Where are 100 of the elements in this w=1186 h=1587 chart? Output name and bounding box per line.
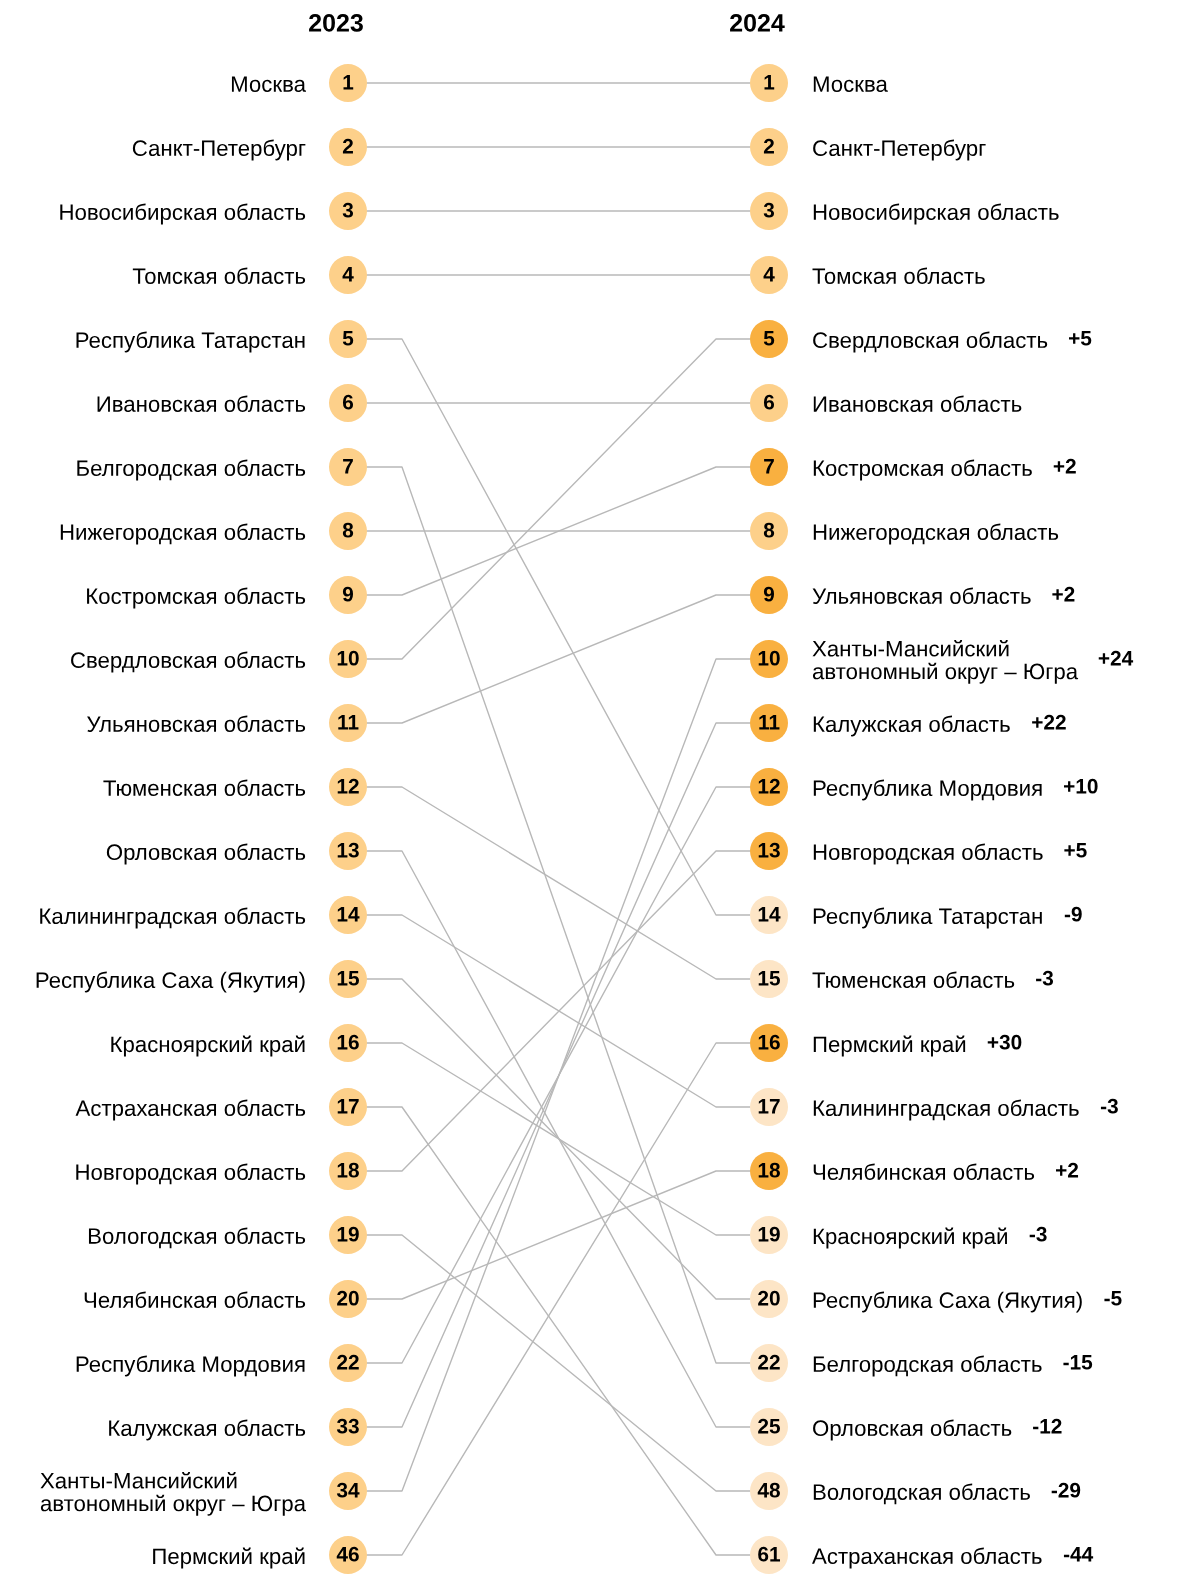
series-label: Белгородская область [77,459,306,481]
data-label: 1 [764,75,775,90]
text: Белгородская область [813,1355,1042,1377]
data-label: 3 [763,202,775,218]
series-label: Челябинская область [84,1291,306,1308]
data-label: 18 [337,1162,359,1178]
text: +22 [1032,714,1066,730]
category-label: 2023 [309,14,363,32]
data-label: 16 [758,1034,780,1050]
data-label: 16 [337,1034,359,1050]
data-label: 17 [758,1099,780,1114]
data-label: 1 [343,75,354,90]
text: Республика Татарстан [813,907,1042,929]
text: Вологодская область [813,1483,1030,1505]
data-label: 2 [342,138,353,154]
text: +10 [1064,778,1098,794]
series-label: Орловская область [106,843,306,865]
data-label: 11 [338,715,359,730]
text: Москва [813,76,888,92]
text: -3 [1100,1098,1118,1114]
data-label: 33 [336,1418,359,1434]
text: Ульяновская область [812,587,1031,604]
text: Тюменская область [812,971,1015,988]
series-label: Нижегородская область [60,523,306,545]
data-label: 12 [337,778,359,794]
text: Красноярский край [813,1227,1007,1249]
series-label: Красноярский край [111,1035,305,1057]
text: +5 [1064,843,1087,858]
data-label: 13 [337,842,359,858]
series-label: Калининградская область [40,907,306,929]
data-label: 9 [342,586,354,602]
text: -5 [1104,1291,1122,1306]
data-label: 10 [758,650,780,666]
series-label: Костромская область [87,587,306,609]
data-label: 14 [337,907,360,922]
series-label: Новгородская область [76,1163,306,1185]
data-label: 7 [764,459,774,474]
data-label: 2 [763,138,774,154]
data-label: 10 [337,650,359,666]
category-label: 2024 [730,14,785,32]
text: Калужская область [813,715,1010,737]
text: -12 [1033,1418,1062,1434]
series-label: Москва [231,76,306,92]
data-label: 48 [757,1482,780,1498]
data-label: 22 [337,1354,359,1370]
data-label: 11 [759,715,780,730]
text: Республика Мордовия [813,779,1042,801]
text: Ивановская область [813,395,1022,412]
data-label: 4 [342,267,354,282]
series-label: Тюменская область [103,779,306,796]
text: Санкт-Петербург [813,139,986,161]
text: Республика Саха (Якутия) [813,1291,1082,1313]
series-label: Новосибирская область [60,203,306,225]
text: -15 [1063,1355,1093,1370]
text: -3 [1029,1226,1047,1242]
data-label: 34 [336,1482,360,1498]
text: Пермский край [813,1035,966,1057]
text: +2 [1052,586,1075,602]
text: Томская область [812,267,985,284]
text: +2 [1053,458,1076,474]
text: Новгородская область [813,843,1043,865]
text: +5 [1069,331,1092,346]
text: Челябинская область [813,1163,1035,1180]
data-label: 8 [763,522,775,538]
data-label: 61 [758,1546,781,1562]
text: +2 [1056,1162,1079,1178]
series-label: Республика Татарстан [76,331,305,353]
text: -44 [1063,1547,1094,1562]
data-label: 6 [342,394,354,410]
text: Костромская область [813,459,1032,481]
text: Ханты-Мансийский автономный округ – Югра [812,639,1079,684]
text: Нижегородская область [813,523,1059,545]
data-label: 15 [758,971,781,986]
data-label: 19 [758,1226,780,1242]
data-label: 22 [758,1354,780,1370]
data-label: 4 [763,267,775,282]
text: -3 [1036,970,1054,986]
text: -29 [1051,1482,1081,1498]
series-label: Калужская область [109,1419,306,1441]
data-label: 18 [758,1162,780,1178]
data-label: 6 [763,394,775,410]
data-label: 17 [337,1099,359,1114]
data-label: 15 [337,971,360,986]
data-label: 7 [343,459,353,474]
data-label: 25 [758,1418,781,1434]
text: +24 [1098,650,1134,666]
series-label: Свердловская область [71,651,306,673]
series-label: Республика Саха (Якутия) [36,971,305,993]
text: Калининградская область [813,1099,1079,1121]
text: Новосибирская область [813,203,1059,225]
data-label: 5 [342,331,354,346]
series-label: Ивановская область [97,395,306,412]
series-label: Пермский край [153,1547,305,1569]
series-label: Томская область [132,267,306,284]
text: Астраханская область [812,1547,1042,1569]
text: Орловская область [813,1419,1012,1441]
series-label: Санкт-Петербург [132,139,306,161]
series-label: Республика Мордовия [76,1355,305,1377]
series-label: Ханты-Мансийский автономный округ – Югра [40,1471,307,1516]
text: Свердловская область [813,331,1048,353]
